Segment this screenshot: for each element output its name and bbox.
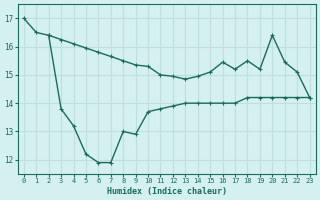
X-axis label: Humidex (Indice chaleur): Humidex (Indice chaleur) — [107, 187, 227, 196]
